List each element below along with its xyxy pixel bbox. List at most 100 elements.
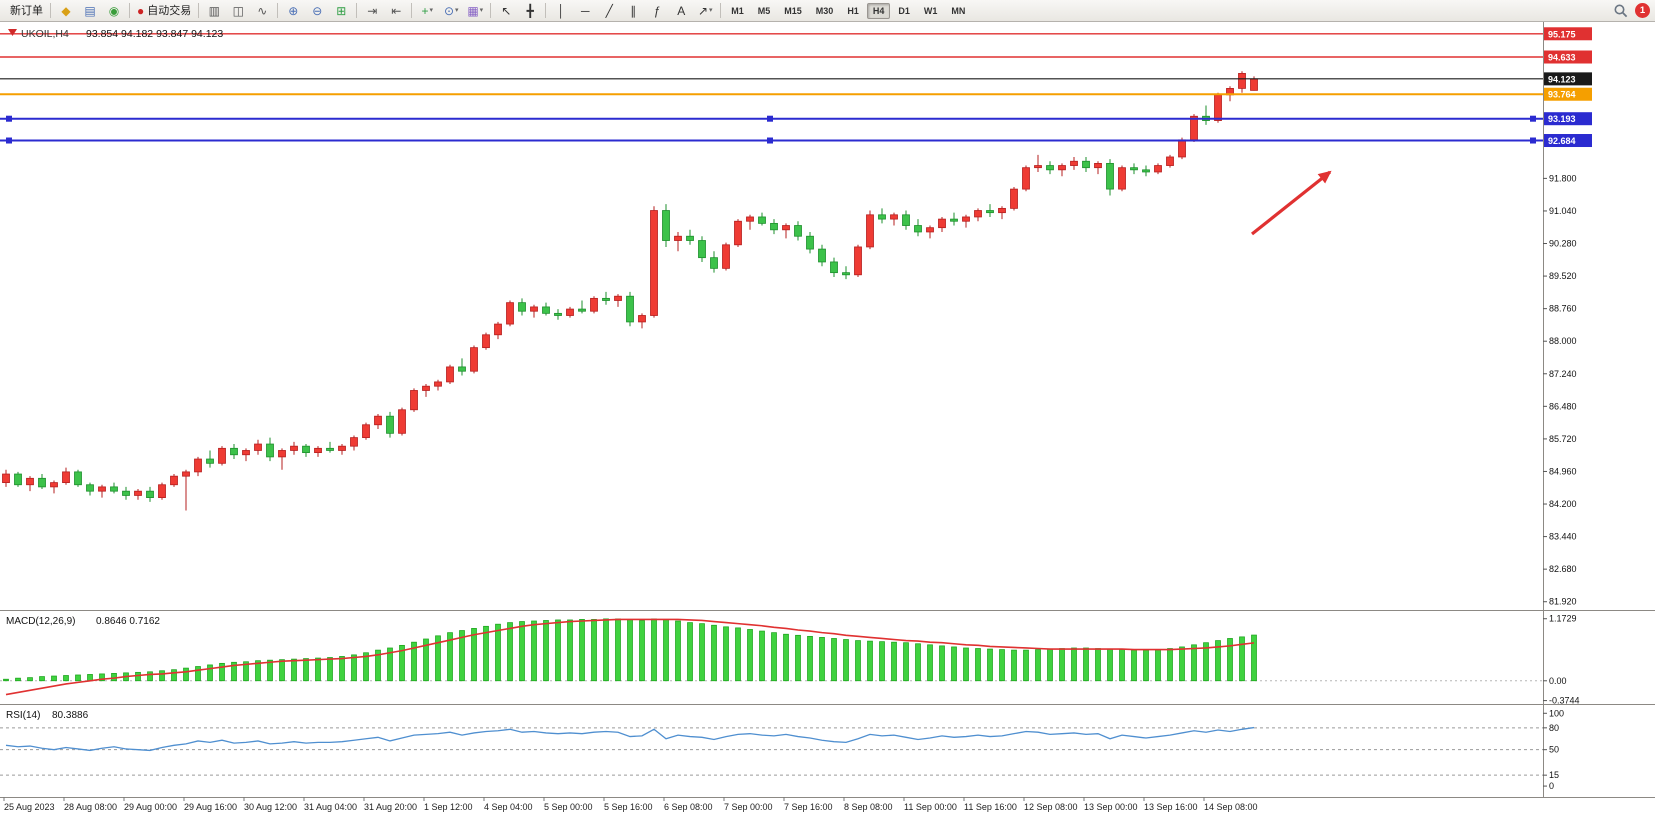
price-axis-labels[interactable]: 91.800 91.040 90.280 89.520 88.760 88.000 87.2… [1543, 173, 1577, 607]
toolbar-separator [277, 3, 279, 18]
candle-body [182, 471, 190, 477]
autotrading-button: ● [137, 3, 145, 18]
chart-shift-icon[interactable]: ⇤ [384, 1, 408, 21]
bar-chart-icon[interactable]: ▥ [202, 1, 226, 21]
tile-windows-icon[interactable]: ⊞ [329, 1, 353, 21]
templates-icon-dropdown[interactable]: ▾ [479, 6, 484, 14]
candle-body [998, 207, 1006, 214]
candle-body [158, 484, 166, 498]
candle-body [362, 424, 370, 439]
text-label-icon[interactable]: A [669, 1, 693, 21]
time-axis-label: 25 Aug 2023 [4, 802, 55, 812]
candlestick-chart-icon[interactable]: ◫ [226, 1, 250, 21]
candle-body [1154, 165, 1162, 173]
support-line-upper-handle[interactable] [1530, 115, 1536, 122]
candle-body [770, 222, 778, 231]
candle-body [1250, 78, 1258, 91]
crosshair-icon: ╋ [526, 3, 534, 18]
charts-profile-icon[interactable]: ◆ [54, 1, 78, 21]
timeframe-m15[interactable]: M15 [784, 5, 802, 16]
arrows-tool-icon: ↗ [697, 3, 709, 18]
timeframe-h4[interactable]: H4 [866, 2, 891, 19]
time-axis-label: 28 Aug 08:00 [64, 802, 117, 812]
horizontal-line-icon: ─ [580, 3, 590, 18]
search-icon[interactable] [1613, 3, 1629, 19]
autotrading-button[interactable]: ● 自动交易 [133, 1, 195, 21]
candle-body [446, 366, 454, 383]
candle-body [326, 447, 334, 451]
rsi-axis-labels: 100 80 50 150 [1543, 708, 1564, 791]
tile-windows-icon: ⊞ [336, 3, 347, 18]
arrows-tool-icon-dropdown[interactable]: ▾ [709, 6, 713, 14]
periods-icon-dropdown[interactable]: ▾ [455, 6, 459, 14]
chart-area: 91.800 91.040 90.280 89.520 88.760 88.000 87.2… [0, 22, 1655, 836]
trend-arrow-annotation[interactable] [1251, 170, 1332, 236]
timeframe-w1[interactable]: W1 [923, 5, 938, 16]
price-axis-label: 84.200 [1549, 499, 1577, 509]
support-line-lower-handle[interactable] [6, 137, 12, 144]
time-axis-label: 4 Sep 04:00 [484, 802, 533, 812]
price-axis-area[interactable] [1543, 22, 1655, 797]
timeframe-m30[interactable]: M30 [815, 5, 834, 16]
rsi-axis-label: 50 [1549, 745, 1559, 755]
indicators-icon: + [421, 3, 429, 18]
support-line-lower-handle[interactable] [767, 137, 773, 144]
periods-icon: ⊙ [443, 3, 455, 18]
candle-body [830, 261, 838, 274]
toolbar-right: 1 [1613, 3, 1652, 19]
support-line-upper-handle[interactable] [6, 115, 12, 122]
horizontal-line-icon[interactable]: ─ [573, 1, 597, 21]
navigator-icon[interactable]: ◉ [102, 1, 126, 21]
data-window-icon[interactable]: ▤ [78, 1, 102, 21]
timeframe-mn[interactable]: MN [951, 5, 966, 16]
candle-body [1034, 165, 1042, 169]
timeframe-m5[interactable]: M5 [757, 5, 771, 16]
candle-body [698, 240, 706, 259]
candle-body [902, 214, 910, 226]
auto-scroll-icon: ⇥ [367, 3, 378, 18]
zoom-out-icon[interactable]: ⊖ [305, 1, 329, 21]
timeframe-h1[interactable]: H1 [847, 5, 859, 16]
rsi-axis-label: 0 [1549, 781, 1554, 791]
toolbar-separator [356, 3, 358, 18]
toolbar-separator [50, 3, 51, 18]
zoom-in-icon[interactable]: ⊕ [281, 1, 305, 21]
indicators-icon-dropdown[interactable]: ▾ [429, 6, 434, 14]
candle-body [878, 214, 886, 220]
new-order-button[interactable]: 新订单 [3, 1, 47, 21]
timeframe-m1[interactable]: M1 [731, 5, 744, 16]
candle-body [710, 257, 718, 269]
auto-scroll-icon[interactable]: ⇥ [360, 1, 384, 21]
support-line-lower-handle[interactable] [1530, 137, 1536, 144]
macd-signal-line [5, 618, 1255, 696]
time-axis-area[interactable] [0, 797, 1655, 836]
arrows-tool-icon[interactable]: ↗ ▾ [693, 1, 717, 21]
candle-body [1130, 167, 1138, 171]
crosshair-icon[interactable]: ╋ [518, 1, 542, 21]
candle-body [26, 477, 34, 486]
rsi-axis-label: 15 [1549, 770, 1559, 780]
periods-icon[interactable]: ⊙ ▾ [439, 1, 463, 21]
templates-icon[interactable]: ▦ ▾ [463, 1, 487, 21]
cursor-icon[interactable]: ↖ [494, 1, 518, 21]
price-axis-label: 88.000 [1549, 336, 1577, 346]
trendline-icon[interactable]: ╱ [597, 1, 621, 21]
indicators-icon[interactable]: + ▾ [415, 1, 439, 21]
candle-body [506, 302, 514, 325]
support-line-upper-handle[interactable] [767, 115, 773, 122]
time-axis-labels[interactable]: 25 Aug 2023 28 Aug 08:00 29 Aug 00:00 29 Au… [3, 797, 1258, 812]
notification-badge[interactable]: 1 [1635, 3, 1650, 18]
timeframe-d1[interactable]: D1 [898, 5, 910, 16]
time-axis-label: 12 Sep 08:00 [1024, 802, 1078, 812]
candle-body [1010, 188, 1018, 209]
vertical-line-icon[interactable]: │ [549, 1, 573, 21]
price-axis-label: 81.920 [1549, 597, 1577, 607]
fibonacci-icon[interactable]: ƒ [645, 1, 669, 21]
time-axis-label: 14 Sep 08:00 [1204, 802, 1258, 812]
line-chart-icon[interactable]: ∿ [250, 1, 274, 21]
candle-body [662, 210, 670, 241]
equidistant-channel-icon[interactable]: ∥ [621, 1, 645, 21]
time-axis-label: 13 Sep 16:00 [1144, 802, 1198, 812]
candle-body [734, 220, 742, 246]
candle-body [458, 366, 466, 372]
